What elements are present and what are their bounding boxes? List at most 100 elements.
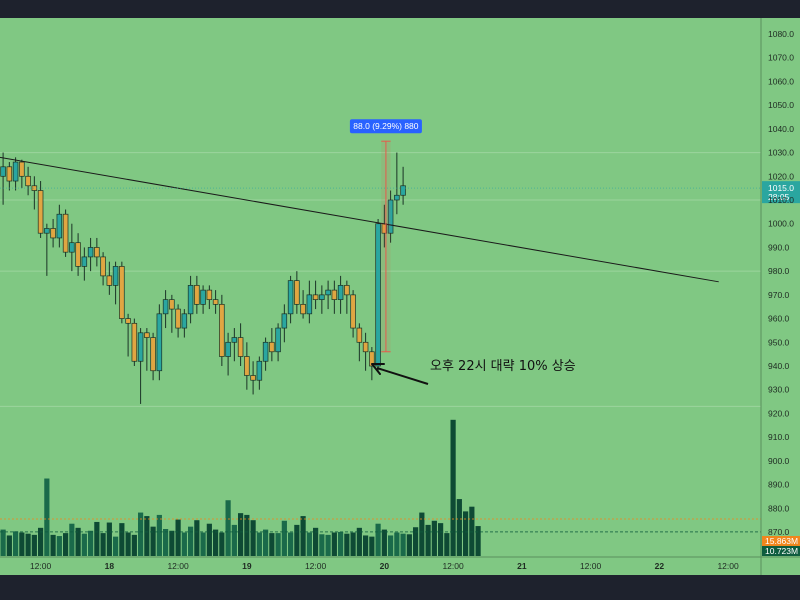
candle-body [262, 341, 269, 362]
volume-bar [419, 512, 425, 556]
volume-bar [44, 478, 50, 556]
candle-body [294, 280, 300, 305]
volume-bar [0, 529, 6, 556]
volume-bar [138, 512, 144, 556]
price-tick-label: 910.0 [768, 432, 790, 442]
volume-bar [400, 533, 406, 556]
candle-body [187, 285, 194, 315]
volume-bar [363, 535, 369, 556]
volume-bar [300, 516, 306, 556]
candle-body [162, 299, 169, 315]
price-tick-label: 1050.0 [768, 100, 794, 110]
volume-bar [275, 533, 281, 556]
candle-body [181, 313, 188, 329]
candle-body [387, 199, 394, 234]
annotation-arrow-head [371, 363, 385, 375]
volume-bar [6, 535, 12, 556]
volume-bar [231, 524, 237, 556]
price-chart[interactable]: 88.0 (9.29%) 880 1015.028:05 15.863M10.723… [0, 0, 800, 575]
bottom-bar [0, 575, 800, 600]
price-countdown: 28:05 [768, 192, 790, 202]
volume-bar [225, 500, 231, 556]
candle-body [306, 294, 313, 315]
volume-bar [144, 516, 150, 556]
volume-bar [288, 532, 294, 556]
volume-bar [388, 535, 394, 556]
candle-body [344, 285, 350, 296]
volume-bar [31, 534, 37, 556]
price-tick-label: 950.0 [768, 337, 790, 347]
volume-bar [469, 506, 475, 556]
candle-body [375, 223, 381, 367]
candle-body [150, 337, 156, 372]
candle-body [75, 242, 81, 267]
volume-bar [425, 524, 431, 556]
candle-body [350, 294, 356, 329]
volume-bar [156, 514, 162, 556]
price-tick-label: 890.0 [768, 480, 790, 490]
volume-bar [106, 522, 112, 556]
volume-bar [19, 532, 25, 556]
candle-body [200, 289, 206, 305]
volume-bar [331, 532, 337, 556]
volume-bar [219, 532, 225, 556]
time-tick-label: 22 [655, 561, 665, 571]
volume-bar [125, 532, 131, 556]
current-price-tag [762, 181, 800, 204]
price-tick-label: 1010.0 [768, 195, 794, 205]
price-tick-label: 900.0 [768, 456, 790, 466]
candle-body [325, 289, 331, 296]
time-axis: 12:00 18 12:00 19 12:00 20 12:00 21 12:00 22 12:00 [30, 561, 739, 571]
volume-bar [356, 527, 362, 556]
candle-body [87, 247, 94, 258]
volume-bar [281, 520, 287, 556]
volume-bar [113, 536, 119, 556]
candle-body [125, 318, 131, 324]
candle-body [44, 228, 50, 234]
volume-bar [250, 520, 256, 556]
trendline [0, 156, 719, 283]
price-tick-label: 1030.0 [768, 148, 794, 158]
candle-body [206, 289, 213, 300]
candle-body [400, 185, 406, 196]
candle-body [362, 341, 369, 353]
price-tick-label: 960.0 [768, 314, 790, 324]
volume-bar [169, 530, 175, 556]
candle-body [225, 341, 231, 357]
volume-bars [0, 419, 761, 556]
candle-body [256, 360, 263, 381]
volume-bar [119, 523, 125, 556]
volume-bar [381, 529, 387, 556]
volume-bar [131, 534, 137, 556]
volume-value-label: 15.863M [765, 536, 798, 546]
candle-body [169, 299, 175, 310]
candle-body [156, 313, 163, 372]
price-tick-label: 1020.0 [768, 171, 794, 181]
annotation: 오후 22시 대략 10% 상승 [371, 359, 576, 385]
candle-body [281, 313, 288, 329]
volume-bar [413, 527, 419, 556]
price-tick-label: 1060.0 [768, 76, 794, 86]
candle-body [250, 375, 256, 381]
candle-body [81, 256, 88, 267]
candle-body [137, 332, 144, 362]
current-price-value: 1015.0 [768, 183, 794, 193]
candle-body [369, 351, 375, 367]
candle-body [319, 294, 325, 300]
price-tick-label: 970.0 [768, 290, 790, 300]
volume-bar [394, 532, 400, 556]
time-tick-label: 20 [380, 561, 390, 571]
candle-body [56, 213, 63, 239]
volume-bar [25, 533, 31, 556]
candle-body [219, 303, 225, 357]
annotation-text: 오후 22시 대략 10% 상승 [430, 359, 576, 374]
candle-body [287, 280, 294, 315]
volume-bar [63, 533, 69, 556]
volume-bar [244, 514, 250, 556]
candle-body [212, 299, 219, 305]
price-tick-label: 1000.0 [768, 219, 794, 229]
candle-body [300, 303, 306, 315]
top-bar [0, 0, 800, 18]
time-tick-label: 12:00 [30, 561, 52, 571]
